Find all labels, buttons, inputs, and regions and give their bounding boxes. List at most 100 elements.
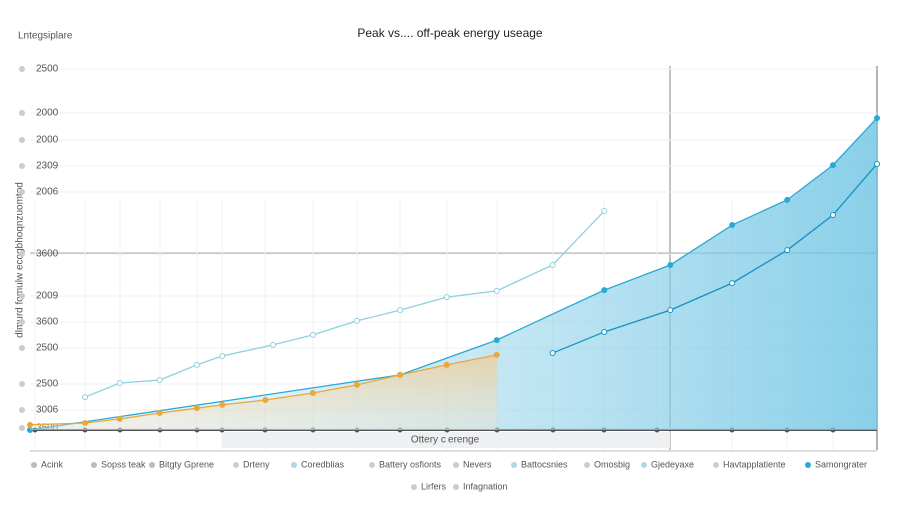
point: [193, 361, 200, 368]
point: [309, 331, 316, 338]
legend-label: Gjedeyaxe: [651, 459, 694, 469]
point: [353, 317, 360, 324]
point: [353, 381, 360, 388]
area: [30, 354, 497, 430]
tick-dot: [19, 66, 25, 72]
point: [667, 307, 674, 314]
legend-swatch: [149, 462, 155, 468]
tick-dot: [19, 319, 25, 325]
point: [493, 287, 500, 294]
legend-label: Samongrater: [815, 459, 867, 469]
point: [874, 160, 880, 167]
legend-label: Coredblias: [301, 459, 345, 469]
y-axis-label: dlmurd fomulw ecogbhoqnzuomtod: [15, 182, 26, 338]
point: [667, 261, 674, 268]
y-tick-label: 2500: [36, 379, 59, 390]
point: [874, 115, 880, 122]
point: [549, 350, 556, 357]
y-tick-label: 2000: [36, 135, 59, 146]
point: [493, 337, 500, 344]
tick-dot: [19, 163, 25, 169]
point: [397, 371, 404, 378]
annotation-box: [222, 432, 670, 448]
legend-label: Battocsnies: [521, 459, 568, 469]
legend-swatch: [453, 484, 459, 490]
point: [729, 222, 736, 229]
point: [784, 196, 791, 203]
point: [116, 380, 123, 387]
area: [30, 118, 877, 430]
tick-dot: [19, 189, 25, 195]
point: [27, 421, 33, 428]
legend-label: Acink: [41, 459, 64, 469]
brand: Lntegsiplare: [18, 31, 73, 42]
point: [493, 351, 500, 358]
point: [193, 405, 200, 412]
legend-label: Infagnation: [463, 481, 508, 491]
tick-dot: [19, 251, 25, 257]
y-tick-label: 3600: [36, 317, 59, 328]
tick-dot: [19, 293, 25, 299]
point: [829, 162, 836, 169]
y-tick-label: 2006: [36, 187, 59, 198]
legend-swatch: [233, 462, 239, 468]
y-tick-label: 2500: [36, 343, 59, 354]
legend-label: Bitgty Gprene: [159, 459, 214, 469]
legend-label: Havtapplatiente: [723, 459, 786, 469]
point: [549, 261, 556, 268]
series-line: [29, 354, 497, 426]
legend-label: Drteny: [243, 459, 270, 469]
point: [219, 401, 226, 408]
tick-dot: [19, 345, 25, 351]
legend-swatch: [291, 462, 297, 468]
point: [82, 394, 89, 401]
point: [156, 377, 163, 384]
point: [601, 287, 608, 294]
point: [309, 390, 316, 396]
point: [784, 247, 791, 254]
legend-swatch: [641, 462, 647, 468]
legend-label: Nevers: [463, 459, 492, 469]
legend-swatch: [713, 462, 719, 468]
legend-swatch: [91, 462, 97, 468]
point: [601, 328, 608, 335]
legend-swatch: [584, 462, 590, 468]
tick-dot: [19, 137, 25, 143]
point: [443, 294, 450, 301]
legend-label: Lirfers: [421, 481, 447, 491]
tick-dot: [19, 407, 25, 413]
legend-swatch: [805, 462, 811, 468]
legend-label: Battery osfionts: [379, 459, 442, 469]
tick-dot: [19, 425, 25, 431]
point: [270, 341, 277, 348]
tick-dot: [19, 381, 25, 387]
legend-swatch: [31, 462, 37, 468]
point: [443, 361, 450, 368]
point: [116, 415, 123, 422]
y-tick-label: 3600: [36, 249, 59, 260]
point: [82, 419, 89, 426]
point: [729, 280, 736, 287]
legend-swatch: [369, 462, 375, 468]
y-tick-label: 2009: [36, 291, 59, 302]
point: [601, 207, 608, 214]
legend-swatch: [511, 462, 517, 468]
legend-label: Sopss teak: [101, 459, 146, 469]
annotation: Ottery clerenge: [411, 435, 480, 446]
tick-dot: [19, 110, 25, 116]
point: [219, 353, 226, 359]
point: [156, 409, 163, 416]
y-tick-label: 2500: [36, 64, 59, 75]
legend-label: Omosbig: [594, 459, 630, 469]
point: [397, 307, 404, 314]
y-tick-label: 3006: [36, 405, 59, 416]
legend-swatch: [411, 484, 417, 490]
chart-title: Peak vs.... off-peak energy useage: [357, 26, 543, 40]
y-tick-label: 2309: [36, 161, 59, 172]
legend-swatch: [453, 462, 459, 468]
point: [262, 397, 269, 404]
point: [829, 212, 836, 219]
y-tick-label: 2000: [36, 108, 59, 119]
